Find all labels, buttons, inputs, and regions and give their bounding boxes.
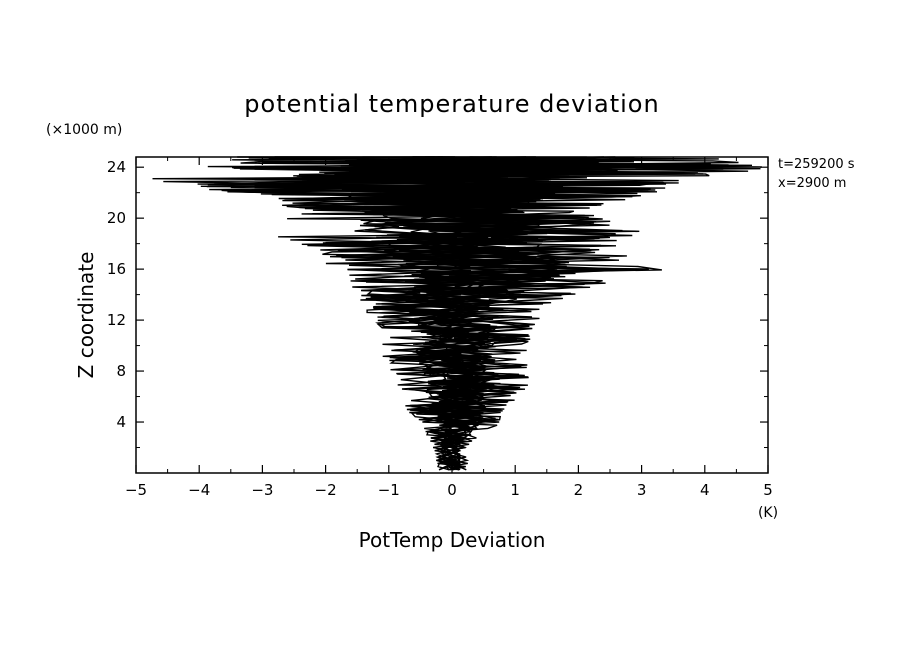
x-tick-label: 0 [447,481,457,499]
series-line [221,156,761,471]
x-tick-label: −3 [251,481,273,499]
y-axis-ticks: 4 8 12 16 20 24 [107,158,768,449]
x-tick-label: −4 [188,481,210,499]
x-tick-label: 1 [510,481,520,499]
chart-title: potential temperature deviation [244,90,659,118]
y-tick-label: 16 [107,260,126,278]
y-tick-label: 24 [107,158,126,176]
y-tick-label: 20 [107,209,126,227]
x-tick-label: −1 [378,481,400,499]
annotation-x: x=2900 m [778,176,846,191]
y-tick-label: 4 [116,413,126,431]
series-lines [152,156,762,471]
x-tick-label: 3 [637,481,647,499]
plot-frame [135,156,769,474]
y-tick-label: 8 [116,362,126,380]
y-axis-unit: (×1000 m) [46,122,122,138]
y-axis-label: Z coordinate [74,252,98,379]
x-tick-label: −5 [125,481,147,499]
x-axis-label: PotTemp Deviation [359,528,546,552]
x-tick-label: 4 [700,481,710,499]
x-tick-label: 2 [574,481,584,499]
y-tick-label: 12 [107,311,126,329]
x-tick-label: −2 [315,481,337,499]
x-tick-label: 5 [763,481,773,499]
x-axis-unit: (K) [758,505,778,521]
annotation-time: t=259200 s [778,157,855,172]
